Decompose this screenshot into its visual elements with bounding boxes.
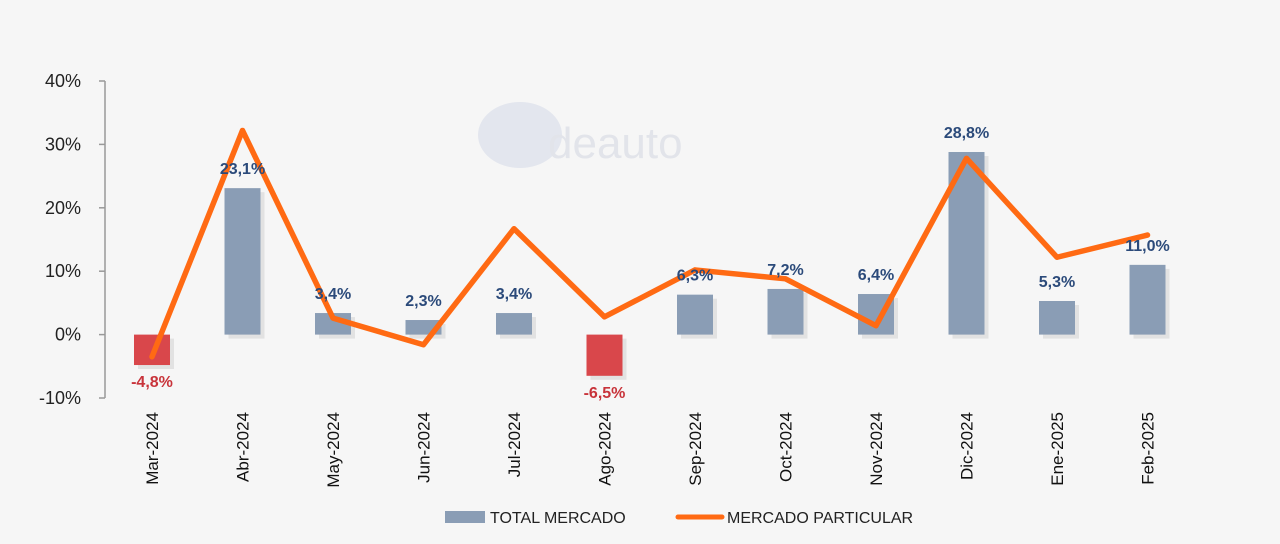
watermark-logo-icon	[478, 102, 562, 168]
bar-oct-2024	[767, 288, 804, 335]
line-point-nov-2024	[873, 323, 879, 329]
line-point-jul-2024	[511, 226, 517, 232]
bars	[134, 152, 1170, 380]
bar-sep-2024	[677, 294, 713, 335]
bar-feb-2025	[1129, 264, 1166, 335]
x-tick-label: May-2024	[324, 412, 343, 488]
data-label-ene-2025: 5,3%	[1039, 274, 1075, 291]
y-tick-label: 0%	[55, 325, 81, 345]
data-label-jul-2024: 3,4%	[496, 286, 532, 303]
line-point-sep-2024	[692, 267, 698, 273]
data-label-abr-2024: 23,1%	[220, 161, 265, 178]
legend-label-mercado-particular: MERCADO PARTICULAR	[727, 510, 913, 527]
watermark: deauto	[478, 102, 683, 168]
line-point-abr-2024	[240, 127, 245, 133]
x-tick-label: Mar-2024	[143, 412, 162, 485]
axes: -10% 0% 10% 20% 30% 40%	[39, 71, 106, 408]
data-label-dic-2024: 28,8%	[944, 125, 989, 142]
bar-ene-2025	[1039, 300, 1075, 335]
data-label-may-2024: 3,4%	[315, 286, 351, 303]
line-point-feb-2025	[1145, 232, 1150, 238]
line-point-may-2024	[330, 315, 336, 321]
y-tick-label: 20%	[45, 198, 81, 218]
data-label-sep-2024: 6,3%	[677, 268, 713, 285]
line-point-jun-2024	[421, 342, 426, 348]
data-label-ago-2024: -6,5%	[584, 385, 626, 402]
x-tick-label: Jul-2024	[505, 412, 524, 477]
x-tick-label: Ago-2024	[596, 412, 615, 486]
data-label-jun-2024: 2,3%	[405, 293, 441, 310]
line-point-mar-2024	[149, 354, 155, 360]
y-tick-label: 10%	[45, 261, 81, 281]
x-tick-label: Ene-2025	[1048, 412, 1067, 486]
line-series	[149, 127, 1151, 360]
x-tick-label: Feb-2025	[1139, 412, 1158, 485]
bar-abr-2024	[224, 188, 261, 335]
x-tick-label: Oct-2024	[777, 412, 796, 482]
line-point-dic-2024	[964, 155, 969, 161]
x-tick-label: Nov-2024	[867, 412, 886, 486]
bar-ago-2024	[586, 334, 623, 376]
y-tick-label: 30%	[45, 134, 81, 154]
data-label-mar-2024: -4,8%	[131, 374, 173, 391]
x-tick-label: Dic-2024	[958, 412, 977, 480]
x-tick-label: Abr-2024	[234, 412, 253, 482]
data-label-nov-2024: 6,4%	[858, 267, 894, 284]
line-mercado-particular	[149, 127, 1151, 360]
legend-label-total-mercado: TOTAL MERCADO	[490, 510, 626, 527]
line-point-ago-2024	[602, 314, 607, 320]
data-label-feb-2025: 11,0%	[1125, 238, 1169, 255]
bar-data-labels: -4,8% 23,1% 3,4% 2,3% 3,4% -6,5% 6,3% 7,2% 6,4% 2…	[131, 125, 1170, 402]
watermark-text: deauto	[548, 119, 683, 168]
x-tick-labels: Mar-2024 Abr-2024 May-2024 Jun-2024 Jul-2024…	[143, 412, 1158, 488]
y-tick-label: -10%	[39, 388, 81, 408]
legend: TOTAL MERCADO MERCADO PARTICULAR	[445, 510, 913, 527]
y-tick-label: 40%	[45, 71, 81, 91]
legend-swatch-total-mercado	[445, 511, 485, 523]
data-label-oct-2024: 7,2%	[767, 262, 803, 279]
x-tick-label: Jun-2024	[415, 412, 434, 483]
line-point-oct-2024	[783, 276, 788, 282]
bar-jul-2024	[496, 313, 532, 335]
line-point-ene-2025	[1054, 254, 1060, 260]
x-tick-label: Sep-2024	[686, 412, 705, 486]
